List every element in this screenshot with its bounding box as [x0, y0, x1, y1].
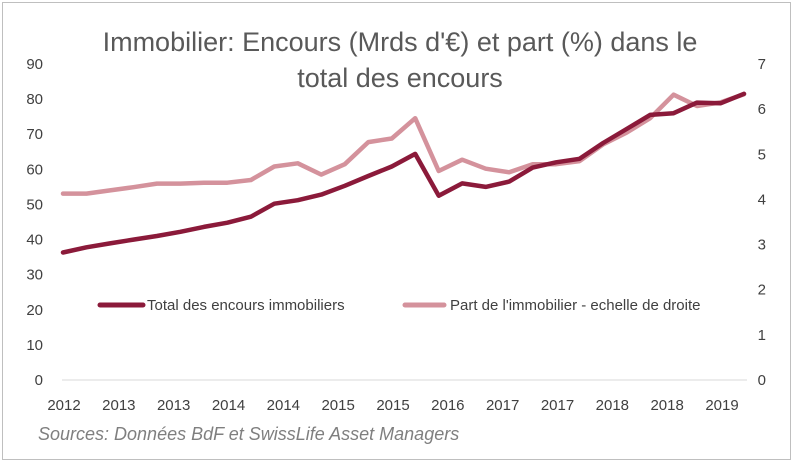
- right-axis-tick-label: 0: [758, 372, 766, 389]
- x-axis-tick-label: 2015: [321, 397, 354, 414]
- legend-label-share: Part de l'immobilier - echelle de droite: [450, 297, 700, 314]
- left-axis-tick-label: 70: [26, 126, 43, 143]
- x-axis-tick-label: 2013: [157, 397, 190, 414]
- right-axis-tick-label: 5: [758, 146, 766, 163]
- right-axis-tick-label: 4: [758, 191, 766, 208]
- series-line-total: [60, 91, 747, 255]
- x-axis-tick-label: 2014: [212, 397, 245, 414]
- right-axis-tick-label: 3: [758, 237, 766, 254]
- legend: Total des encours immobiliers Part de l'…: [97, 297, 700, 314]
- right-axis-tick-label: 7: [758, 56, 766, 73]
- x-axis-tick-label: 2017: [486, 397, 519, 414]
- x-axis-tick-label: 2018: [596, 397, 629, 414]
- left-axis-tick-label: 0: [35, 372, 43, 389]
- left-axis-tick-label: 20: [26, 302, 43, 319]
- x-axis-tick-label: 2012: [47, 397, 80, 414]
- legend-label-total: Total des encours immobiliers: [147, 297, 345, 314]
- left-axis-tick-label: 40: [26, 232, 43, 249]
- x-axis-tick-label: 2015: [376, 397, 409, 414]
- x-axis-tick-label: 2017: [541, 397, 574, 414]
- chart-source: Sources: Données BdF et SwissLife Asset …: [38, 424, 460, 444]
- left-axis-tick-label: 60: [26, 161, 43, 178]
- x-axis-ticks: 2012 2013 2013 2014 2014 2015 2015 2016 2017 2017…: [47, 397, 738, 414]
- left-axis-tick-label: 80: [26, 91, 43, 108]
- right-axis-tick-label: 6: [758, 101, 766, 118]
- left-axis-tick-label: 30: [26, 267, 43, 284]
- x-axis-tick-label: 2014: [267, 397, 300, 414]
- chart-title: Immobilier: Encours (Mrds d'€) et part (…: [102, 27, 698, 93]
- left-axis-tick-label: 90: [26, 56, 43, 73]
- left-axis-tick-label: 50: [26, 196, 43, 213]
- left-axis-ticks: 0 10 20 30 40 50 60 70 80 90: [26, 56, 43, 389]
- series-line-share: [60, 91, 747, 196]
- series-lines: [60, 91, 747, 255]
- x-axis-tick-label: 2016: [431, 397, 464, 414]
- chart-frame: [2, 2, 791, 460]
- x-axis-tick-label: 2013: [102, 397, 135, 414]
- right-axis-tick-label: 1: [758, 327, 766, 344]
- right-axis-tick-label: 2: [758, 282, 766, 299]
- right-axis-ticks: 0 1 2 3 4 5 6 7: [758, 56, 766, 389]
- x-axis-tick-label: 2019: [705, 397, 738, 414]
- x-axis-tick-label: 2018: [650, 397, 683, 414]
- left-axis-tick-label: 10: [26, 337, 43, 354]
